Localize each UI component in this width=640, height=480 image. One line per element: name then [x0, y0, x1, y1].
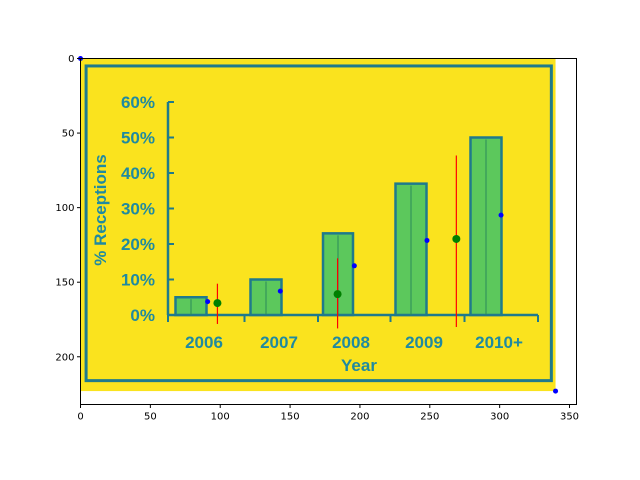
outer-y-tick-label: 50 — [62, 129, 75, 140]
outer-x-tick-label: 150 — [281, 412, 300, 423]
outer-y-tick-label: 100 — [55, 203, 74, 214]
inner-x-tick-label: 2006 — [185, 333, 223, 352]
outer-x-tick-label: 250 — [420, 412, 439, 423]
outer-axes: 0 50 100 150 200 250 300 350 0 50 100 150 200 — [55, 54, 579, 423]
chart-image: 0% 10% 20% 30% 40% 50% 60% 2006 2007 2008 2009 2010… — [80, 58, 556, 392]
outer-x-tick-label: 50 — [144, 412, 157, 423]
inner-y-tick-label: 50% — [121, 129, 155, 148]
inner-y-tick-label: 10% — [121, 271, 155, 290]
inner-y-tick-label: 40% — [121, 164, 155, 183]
green-point — [452, 234, 461, 243]
green-point — [213, 299, 222, 308]
inner-y-axis-label: % Receptions — [91, 154, 110, 265]
outer-y-tick-label: 200 — [55, 352, 74, 363]
blue-point — [553, 388, 559, 394]
inner-y-tick-label: 0% — [130, 306, 155, 325]
inner-y-tick-label: 60% — [121, 93, 155, 112]
outer-x-tick-label: 200 — [350, 412, 369, 423]
blue-point — [351, 263, 357, 269]
outer-x-tick-label: 350 — [560, 412, 579, 423]
outer-x-tick-label: 0 — [77, 412, 83, 423]
outer-y-tick-label: 0 — [68, 54, 74, 65]
green-point — [333, 290, 342, 299]
outer-axes-frame — [80, 58, 577, 405]
inner-y-tick-label: 30% — [121, 200, 155, 219]
outer-x-tick-label: 100 — [211, 412, 230, 423]
inner-x-tick-label: 2008 — [332, 333, 370, 352]
inner-x-axis-label: Year — [341, 356, 377, 375]
blue-point — [424, 237, 430, 243]
inner-x-tick-label: 2010+ — [475, 333, 523, 352]
blue-point — [277, 288, 283, 294]
overlay-layer — [78, 56, 559, 394]
inner-x-tick-label: 2009 — [405, 333, 443, 352]
blue-point — [205, 299, 211, 305]
blue-point — [498, 212, 504, 218]
image-border — [84, 64, 553, 383]
inner-y-tick-label: 20% — [121, 235, 155, 254]
inner-x-tick-label: 2007 — [260, 333, 298, 352]
outer-x-tick-label: 300 — [490, 412, 509, 423]
outer-y-tick-label: 150 — [55, 278, 74, 289]
